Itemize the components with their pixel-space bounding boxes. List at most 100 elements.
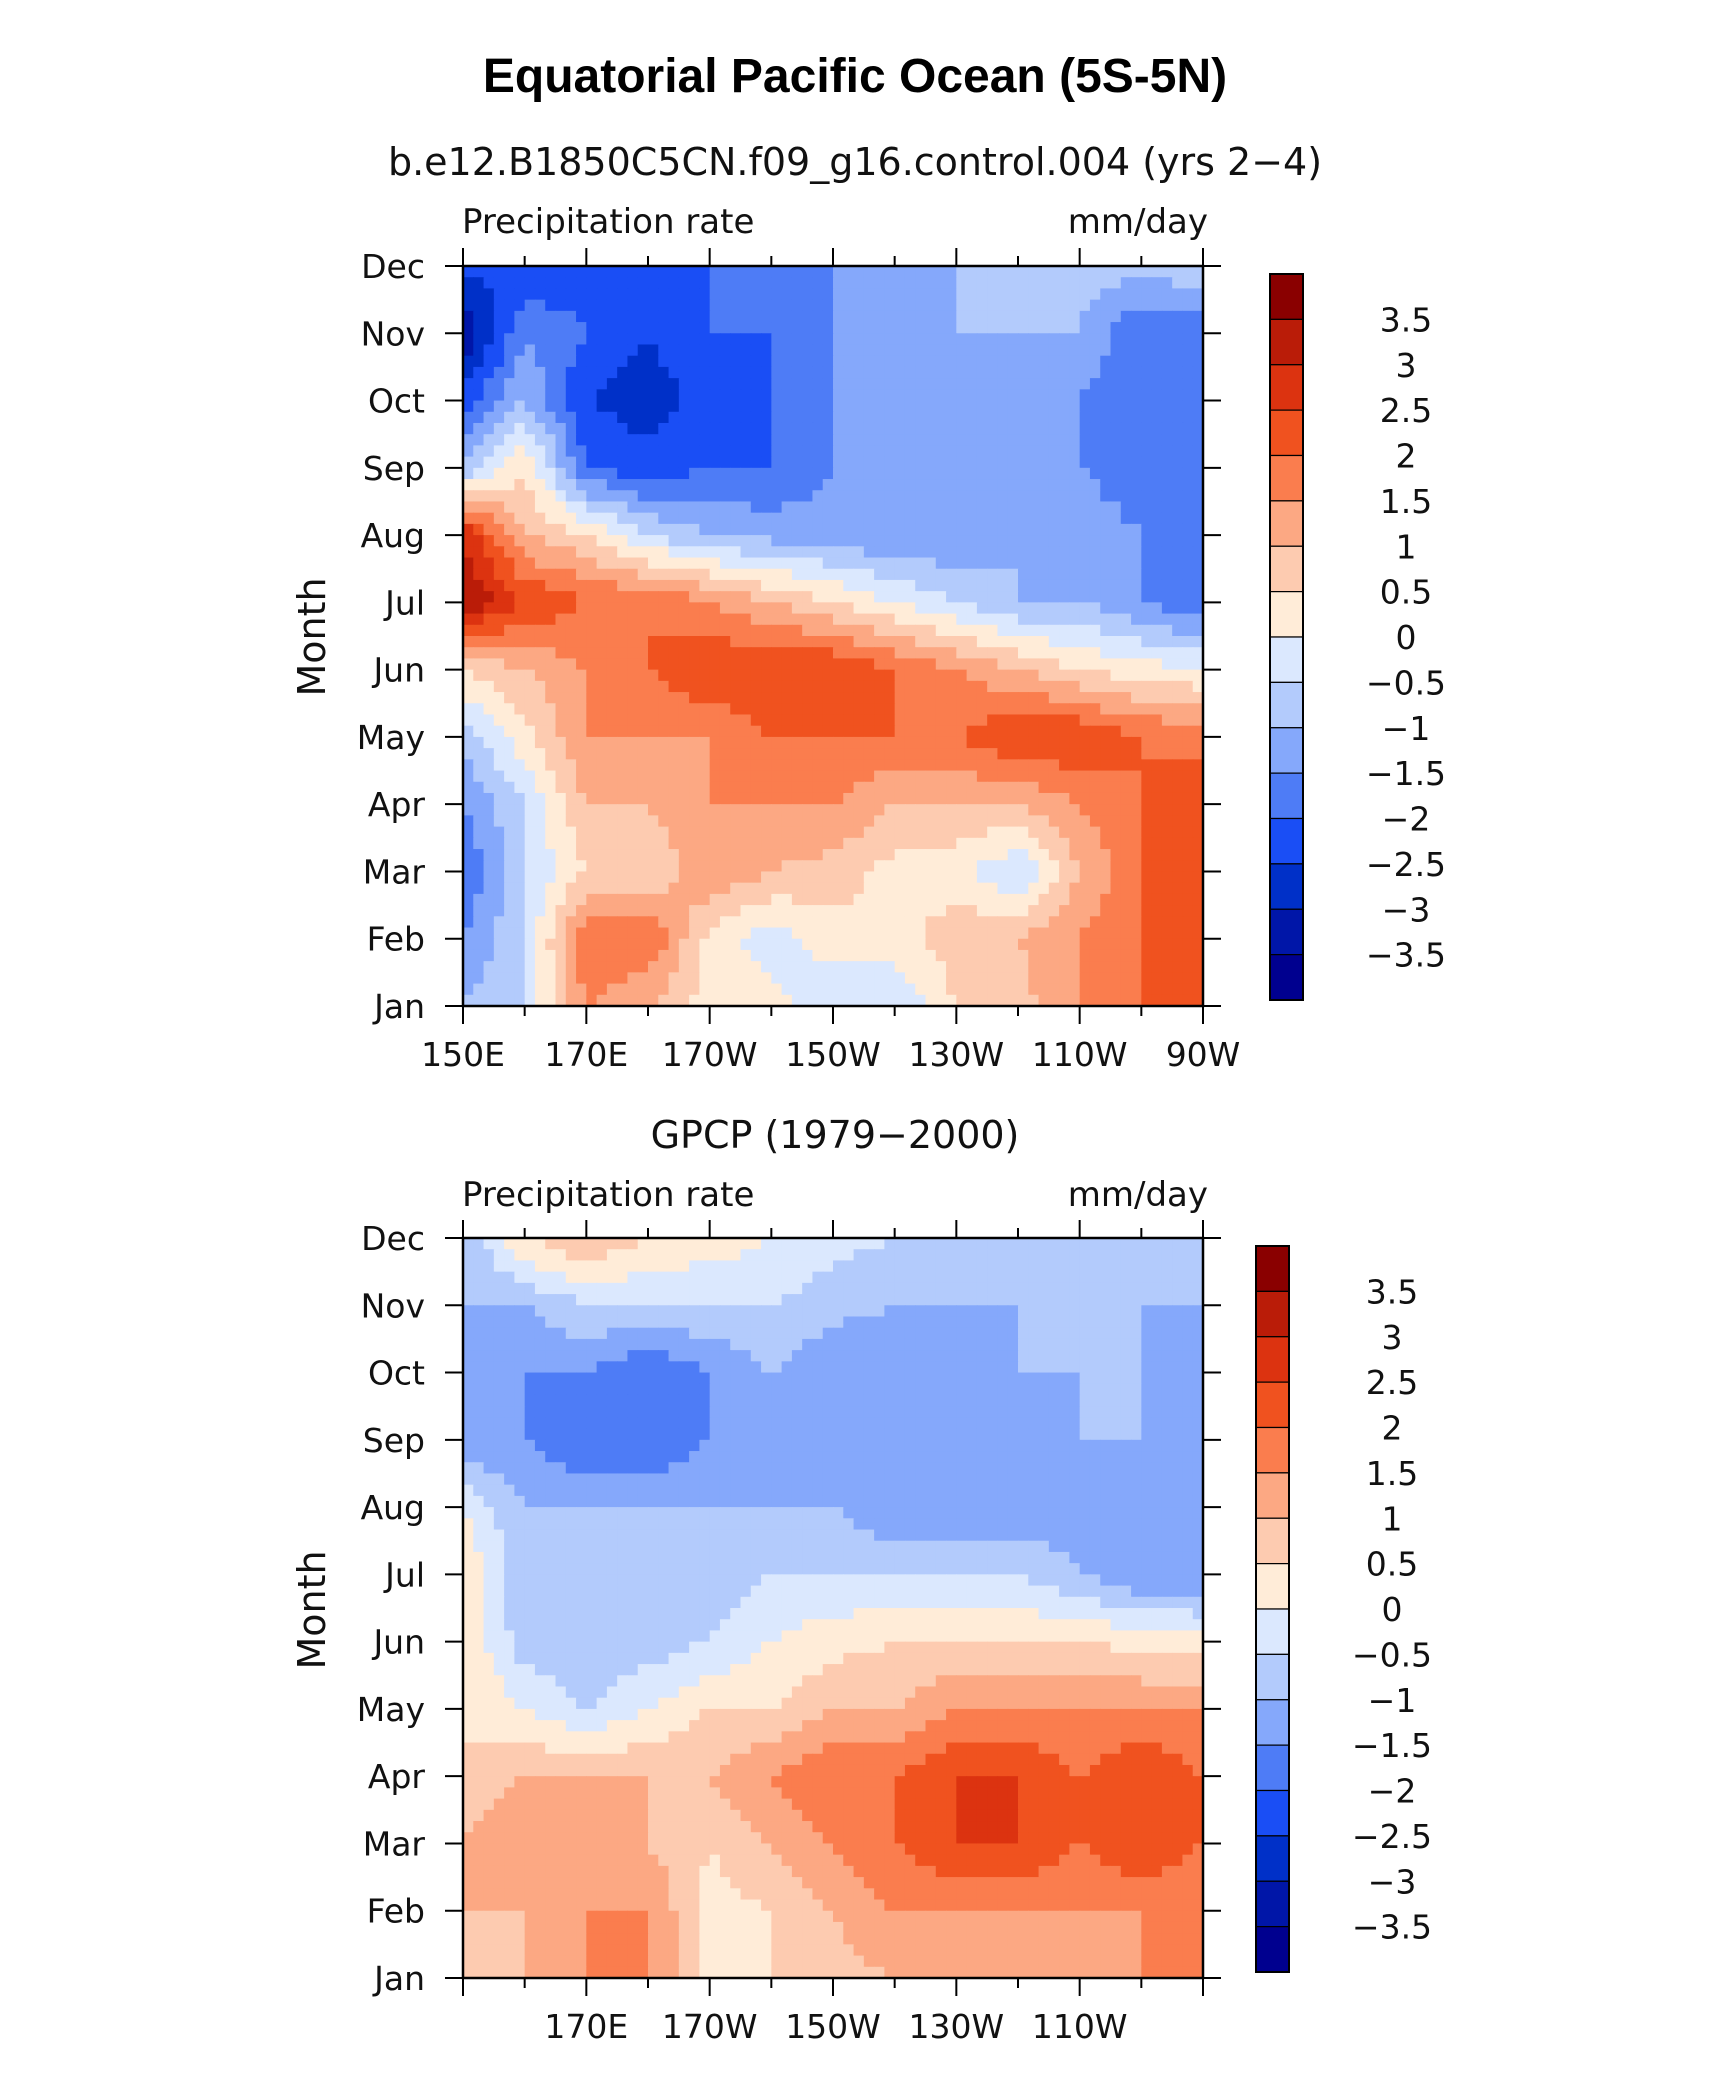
heatmap-cell [1100,568,1112,581]
heatmap-cell [1141,602,1153,615]
colorbar-box [1269,863,1304,910]
heatmap-cell [894,826,906,839]
heatmap-cell [678,916,690,929]
heatmap-cell [987,647,999,660]
heatmap-cell [935,501,947,514]
heatmap-cell [781,389,793,402]
heatmap-cell [1151,613,1163,626]
heatmap-cell [874,422,885,435]
heatmap-cell [874,961,885,973]
heatmap-cell [1018,938,1029,951]
heatmap-cell [483,669,495,682]
heatmap-cell [627,826,639,839]
heatmap-cell [555,557,567,570]
heatmap-cell [884,422,896,435]
heatmap-cell [709,994,721,1007]
heatmap-cell [719,647,731,660]
heatmap-cell [976,355,988,368]
heatmap-cell [1007,602,1019,615]
heatmap-cell [504,703,515,716]
heatmap-cell [750,714,762,727]
heatmap-cell [1172,837,1184,850]
heatmap-cell [1192,636,1204,648]
heatmap-cell [1028,445,1040,458]
heatmap-cell [617,422,629,435]
heatmap-cell [843,501,855,514]
heatmap-cell [463,467,474,480]
heatmap-cell [1059,591,1070,603]
heatmap-cell [1110,647,1122,660]
heatmap-cell [1007,422,1019,435]
heatmap-cell [1172,602,1184,615]
heatmap-cell [1059,299,1070,312]
heatmap-cell [966,893,978,906]
heatmap-cell [596,546,608,559]
heatmap-cell [894,355,906,368]
heatmap-cell [894,579,906,592]
heatmap-cell [627,624,639,637]
heatmap-cell [884,636,896,648]
heatmap-cell [473,849,485,861]
heatmap-cell [822,422,834,435]
heatmap-cell [874,893,885,906]
heatmap-cell [1028,636,1040,648]
heatmap-cell [976,310,988,323]
heatmap-cell [658,579,670,592]
colorbar-box [1269,454,1304,502]
heatmap-cell [997,322,1009,334]
heatmap-cell [822,434,834,446]
heatmap-cell [833,613,844,626]
heatmap-cell [976,703,988,716]
heatmap-cell [1028,680,1040,693]
heatmap-cell [843,434,855,446]
heatmap-cell [1131,557,1142,570]
heatmap-cell [925,781,937,794]
colorbar-box [1269,409,1304,457]
heatmap-cell [606,411,618,424]
heatmap-cell [637,882,649,895]
heatmap-cell [586,961,598,973]
heatmap-cell [915,916,927,929]
heatmap-cell [1110,860,1122,873]
heatmap-cell [1089,434,1101,446]
heatmap-cell [1038,658,1050,671]
heatmap-cell [894,636,906,648]
heatmap-cell [463,658,474,671]
heatmap-cell [483,378,495,390]
heatmap-cell [771,434,783,446]
heatmap-cell [483,422,495,435]
heatmap-cell [781,938,793,951]
heatmap-cell [699,949,711,962]
heatmap-cell [689,961,700,973]
heatmap-cell [822,961,834,973]
heatmap-cell [534,591,546,603]
heatmap-cell [1028,905,1040,917]
heatmap-cell [555,916,567,929]
heatmap-cell [719,411,731,424]
heatmap-cell [791,557,803,570]
heatmap-cell [1100,490,1112,503]
heatmap-cell [935,434,947,446]
heatmap-cell [576,849,587,861]
colorbar-box [1269,817,1304,865]
heatmap-cell [668,456,680,469]
heatmap-cell [956,557,968,570]
heatmap-cell [730,714,742,727]
heatmap-cell [884,344,896,357]
heatmap-cell [1038,770,1050,783]
heatmap-cell [524,647,536,660]
heatmap-cell [596,804,608,816]
heatmap-cell [719,389,731,402]
heatmap-cell [750,591,762,603]
heatmap-cell [946,490,957,503]
colorbar-frame [1269,273,1304,1001]
heatmap-cell [884,837,896,850]
heatmap-cell [1161,714,1173,727]
heatmap-cell [555,748,567,760]
heatmap-cell [791,647,803,660]
heatmap-cell [1059,804,1070,816]
heatmap-cell [802,692,814,704]
heatmap-cell [935,692,947,704]
heatmap-cell [1141,456,1153,469]
heatmap-cell [1110,333,1122,346]
